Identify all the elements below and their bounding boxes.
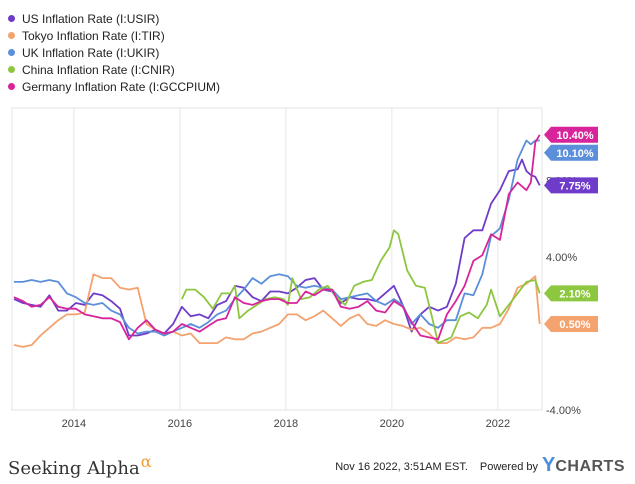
legend-dot-germany bbox=[8, 83, 15, 90]
value-tag-tokyo: 0.50% bbox=[544, 315, 598, 332]
brand-name: Seeking Alpha bbox=[8, 458, 140, 479]
value-tag-germany: 10.40% bbox=[544, 126, 598, 143]
chart-legend: US Inflation Rate (I:USIR) Tokyo Inflati… bbox=[8, 10, 220, 95]
y-tick-label: -4.00% bbox=[546, 405, 581, 417]
value-tag-label: 2.10% bbox=[559, 288, 590, 300]
legend-dot-us bbox=[8, 15, 15, 22]
value-tag-label: 0.50% bbox=[559, 319, 590, 331]
value-tag-china: 2.10% bbox=[544, 285, 598, 302]
series-line-germany bbox=[13, 134, 541, 341]
ycharts-wordmark: CHARTS bbox=[555, 458, 625, 475]
value-tag-background bbox=[544, 144, 598, 161]
alpha-icon: α bbox=[140, 452, 152, 471]
legend-item-china[interactable]: China Inflation Rate (I:CNIR) bbox=[8, 61, 220, 78]
chart-timestamp: Nov 16 2022, 3:51AM EST. bbox=[335, 461, 468, 473]
legend-item-uk[interactable]: UK Inflation Rate (I:UKIR) bbox=[8, 44, 220, 61]
x-tick-label: 2022 bbox=[486, 418, 510, 430]
value-tag-label: 7.75% bbox=[559, 180, 590, 192]
chart-value-tags: 10.40% 10.10% 7.75% 2.10% 0.50% bbox=[544, 126, 598, 332]
powered-by-label: Powered by bbox=[479, 461, 538, 473]
legend-dot-uk bbox=[8, 49, 15, 56]
series-line-china bbox=[181, 229, 541, 345]
legend-label-uk: UK Inflation Rate (I:UKIR) bbox=[22, 45, 160, 60]
legend-label-tokyo: Tokyo Inflation Rate (I:TIR) bbox=[22, 28, 165, 43]
value-tag-uk: 10.10% bbox=[544, 144, 598, 161]
legend-item-us[interactable]: US Inflation Rate (I:USIR) bbox=[8, 10, 220, 27]
chart-axes: 201420162018202020228.00%4.00%-4.00% bbox=[62, 176, 581, 430]
legend-label-germany: Germany Inflation Rate (I:GCCPIUM) bbox=[22, 79, 221, 94]
seeking-alpha-logo[interactable]: Seeking Alphaα bbox=[8, 452, 152, 479]
value-tag-background bbox=[544, 126, 598, 143]
value-tag-background bbox=[544, 285, 598, 302]
legend-dot-china bbox=[8, 66, 15, 73]
plot-frame bbox=[11, 107, 543, 411]
value-tag-label: 10.10% bbox=[556, 148, 594, 160]
value-tag-background bbox=[544, 315, 598, 332]
x-tick-label: 2016 bbox=[168, 418, 192, 430]
value-tag-us: 7.75% bbox=[544, 177, 598, 194]
legend-label-china: China Inflation Rate (I:CNIR) bbox=[22, 62, 175, 77]
chart-grid bbox=[11, 107, 543, 411]
value-tag-label: 10.40% bbox=[556, 130, 594, 142]
series-line-tokyo bbox=[13, 273, 541, 348]
value-tag-background bbox=[544, 177, 598, 194]
legend-label-us: US Inflation Rate (I:USIR) bbox=[22, 11, 160, 26]
chart-series bbox=[13, 134, 541, 348]
y-tick-label: 4.00% bbox=[546, 252, 577, 264]
legend-item-germany[interactable]: Germany Inflation Rate (I:GCCPIUM) bbox=[8, 78, 220, 95]
ycharts-logo[interactable]: YCHARTS bbox=[542, 455, 625, 476]
chart-footer: Nov 16 2022, 3:51AM EST. Powered by YCHA… bbox=[335, 455, 625, 476]
legend-dot-tokyo bbox=[8, 32, 15, 39]
series-line-uk bbox=[14, 139, 540, 337]
legend-item-tokyo[interactable]: Tokyo Inflation Rate (I:TIR) bbox=[8, 27, 220, 44]
x-tick-label: 2018 bbox=[274, 418, 298, 430]
x-tick-label: 2020 bbox=[380, 418, 404, 430]
series-line-us bbox=[13, 158, 541, 337]
ycharts-y-mark: Y bbox=[541, 454, 556, 476]
x-tick-label: 2014 bbox=[62, 418, 86, 430]
